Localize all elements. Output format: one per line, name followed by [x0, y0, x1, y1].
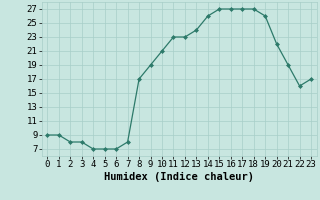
- X-axis label: Humidex (Indice chaleur): Humidex (Indice chaleur): [104, 172, 254, 182]
